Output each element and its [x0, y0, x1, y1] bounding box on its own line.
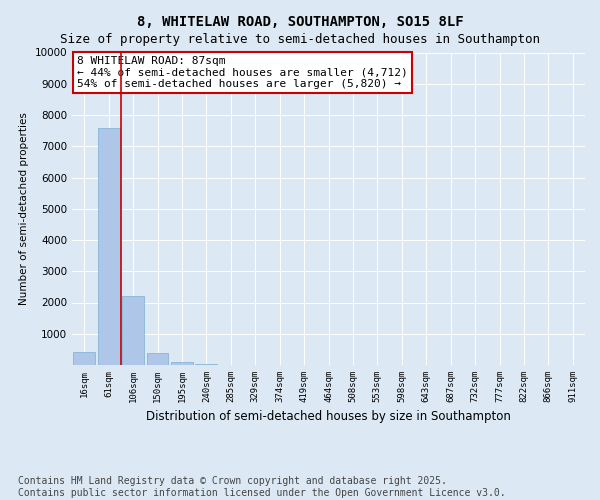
Text: 8 WHITELAW ROAD: 87sqm
← 44% of semi-detached houses are smaller (4,712)
54% of : 8 WHITELAW ROAD: 87sqm ← 44% of semi-det… [77, 56, 408, 89]
Bar [98, 128, 119, 365]
Y-axis label: Number of semi-detached properties: Number of semi-detached properties [19, 112, 29, 305]
Text: Contains HM Land Registry data © Crown copyright and database right 2025.
Contai: Contains HM Land Registry data © Crown c… [18, 476, 506, 498]
Bar [171, 362, 193, 365]
X-axis label: Distribution of semi-detached houses by size in Southampton: Distribution of semi-detached houses by … [146, 410, 511, 424]
Bar [122, 296, 144, 365]
Bar [146, 353, 169, 365]
Text: 8, WHITELAW ROAD, SOUTHAMPTON, SO15 8LF: 8, WHITELAW ROAD, SOUTHAMPTON, SO15 8LF [137, 15, 463, 29]
Text: Size of property relative to semi-detached houses in Southampton: Size of property relative to semi-detach… [60, 32, 540, 46]
Bar [73, 352, 95, 365]
Bar [196, 364, 217, 365]
